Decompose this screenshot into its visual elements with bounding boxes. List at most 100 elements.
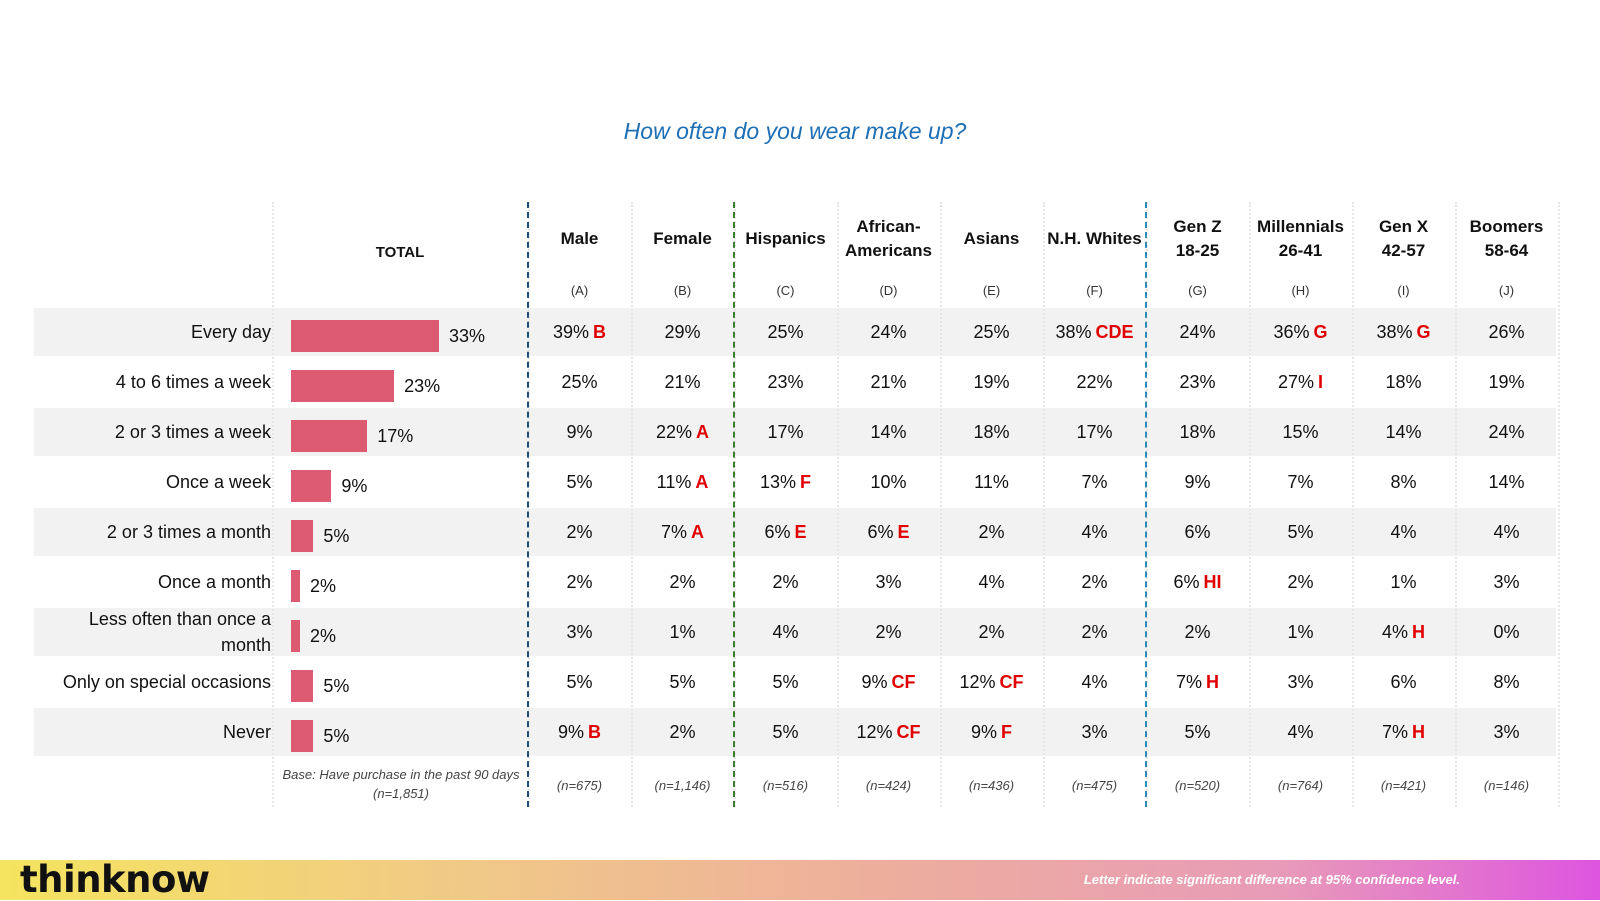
table-cell: 17%	[734, 408, 837, 456]
table-cell: 4%	[1043, 508, 1146, 556]
table-cell: 22% A	[631, 408, 734, 456]
table-cell: 17%	[1043, 408, 1146, 456]
cell-value: 2%	[566, 571, 593, 592]
table-cell: 10%	[837, 458, 940, 506]
table-cell: 3%	[837, 558, 940, 606]
row-label: Less often than once a month	[88, 609, 271, 655]
total-bar	[291, 520, 314, 552]
table-cell: 9%	[1146, 458, 1249, 506]
cell-value: 14%	[1385, 421, 1422, 442]
column-base: (n=675)	[556, 777, 603, 793]
cell-value: 25%	[561, 371, 598, 392]
cell-value: 14%	[1488, 471, 1525, 492]
cell-value: 21%	[664, 371, 701, 392]
cell-value: 27%	[1277, 371, 1314, 392]
cell-value: 2%	[978, 621, 1005, 642]
cell-value: 2%	[875, 621, 902, 642]
row-label: Once a week	[165, 472, 271, 492]
column-letter: (F)	[1086, 282, 1103, 298]
table-cell: 1%	[1249, 608, 1352, 656]
column-divider	[1249, 202, 1251, 807]
cell-value: 6%	[764, 521, 791, 542]
thinknow-logo: thinknow	[20, 858, 210, 901]
table-cell: 4% H	[1352, 608, 1455, 656]
cell-value: 3%	[1493, 721, 1520, 742]
cell-value: 2%	[1184, 621, 1211, 642]
cell-value: 6%	[1184, 521, 1211, 542]
row-label: 2 or 3 times a month	[106, 522, 271, 542]
cell-value: 11%	[974, 471, 1009, 492]
table-cell: 1%	[1352, 558, 1455, 606]
table-cell: 14%	[837, 408, 940, 456]
cell-value: 9%	[1184, 471, 1211, 492]
cell-value: 4%	[1381, 621, 1408, 642]
cell-value: 4%	[1081, 671, 1108, 692]
table-cell: 9% CF	[837, 658, 940, 706]
row-label: 4 to 6 times a week	[115, 372, 271, 392]
total-bar	[291, 620, 300, 652]
cell-value: 1%	[669, 621, 696, 642]
column-header: N.H. Whites	[1047, 229, 1142, 248]
cell-value: 2%	[1081, 571, 1108, 592]
table-cell: 7% A	[631, 508, 734, 556]
table-cell: 2%	[1043, 608, 1146, 656]
row-label: 2 or 3 times a week	[114, 422, 271, 442]
table-cell: 6% E	[837, 508, 940, 556]
significance-letter: H	[1206, 671, 1219, 692]
table-cell: 21%	[631, 358, 734, 406]
cell-value: 19%	[1488, 371, 1525, 392]
group-divider	[733, 202, 735, 807]
significance-letter: E	[897, 521, 910, 542]
cell-value: 0%	[1493, 621, 1520, 642]
table-cell: 4%	[1249, 708, 1352, 756]
table-cell: 39% B	[528, 308, 631, 356]
cell-value: 5%	[1287, 521, 1314, 542]
cell-value: 22%	[1076, 371, 1113, 392]
cell-value: 26%	[1488, 321, 1525, 342]
cell-value: 12%	[959, 671, 996, 692]
column-header: Asians	[963, 229, 1020, 248]
cell-value: 18%	[973, 421, 1010, 442]
total-base-note: Base: Have purchase in the past 90 days …	[282, 767, 520, 801]
significance-letter: G	[1416, 321, 1431, 342]
cell-value: 3%	[1287, 671, 1314, 692]
table-cell: 7% H	[1352, 708, 1455, 756]
row-label: Only on special occasions	[62, 672, 271, 692]
cell-value: 4%	[1493, 521, 1520, 542]
cell-value: 23%	[767, 371, 804, 392]
cell-value: 2%	[566, 521, 593, 542]
cell-value: 2%	[669, 571, 696, 592]
column-header: Male	[560, 229, 599, 248]
cell-value: 1%	[1287, 621, 1314, 642]
table-cell: 2%	[1249, 558, 1352, 606]
table-cell: 2%	[734, 558, 837, 606]
row-label: Once a month	[157, 572, 271, 592]
table-cell: 3%	[528, 608, 631, 656]
column-divider	[1455, 202, 1457, 807]
table-cell: 2%	[528, 558, 631, 606]
table-cell: 25%	[940, 308, 1043, 356]
cell-value: 21%	[870, 371, 907, 392]
table-cell: 2%	[940, 608, 1043, 656]
total-bar	[291, 720, 314, 752]
table-cell: 36% G	[1249, 308, 1352, 356]
table-cell: 8%	[1352, 458, 1455, 506]
row-label: Never	[222, 722, 271, 742]
column-header: Hispanics	[745, 229, 826, 248]
total-bar-label: 33%	[449, 325, 486, 346]
significance-letter: A	[696, 421, 710, 442]
cell-value: 25%	[767, 321, 804, 342]
cell-value: 5%	[566, 471, 593, 492]
column-letter: (J)	[1498, 282, 1515, 298]
total-bar-label: 5%	[323, 675, 350, 696]
table-cell: 14%	[1352, 408, 1455, 456]
cell-value: 3%	[1081, 721, 1108, 742]
significance-letter: A	[695, 471, 709, 492]
cell-value: 7%	[1381, 721, 1408, 742]
table-cell: 23%	[734, 358, 837, 406]
total-bar-label: 17%	[377, 425, 414, 446]
table-cell: 19%	[940, 358, 1043, 406]
cell-value: 24%	[1179, 321, 1216, 342]
total-header: TOTAL	[375, 244, 425, 261]
cell-value: 36%	[1273, 321, 1310, 342]
